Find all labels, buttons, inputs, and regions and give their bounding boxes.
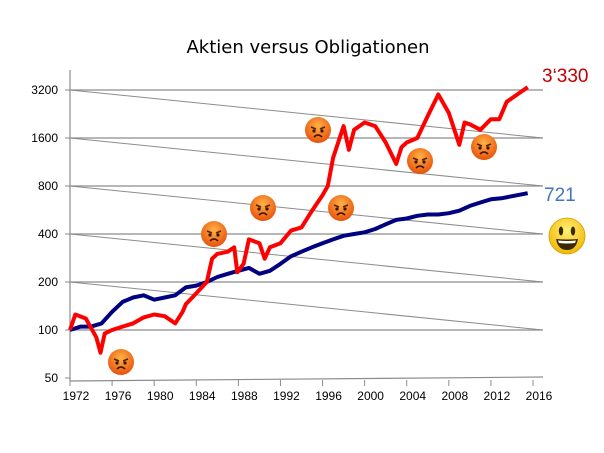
angry-face-icon bbox=[250, 195, 276, 221]
x-tick-label: 1976 bbox=[105, 389, 132, 403]
angry-face-icon bbox=[328, 195, 354, 221]
y-tick-label: 100 bbox=[38, 323, 58, 337]
x-tick-label: 2004 bbox=[399, 389, 426, 403]
x-tick-label: 1988 bbox=[231, 389, 258, 403]
smiley-face-icon bbox=[548, 217, 586, 255]
y-tick-label: 400 bbox=[38, 227, 58, 241]
y-tick-label: 800 bbox=[38, 179, 58, 193]
stocks-end-label: 3‘330 bbox=[542, 66, 589, 87]
x-tick-label: 2016 bbox=[526, 389, 553, 403]
bonds-end-label: 721 bbox=[544, 185, 576, 206]
angry-face-icon bbox=[407, 148, 433, 174]
x-tick-label: 1972 bbox=[63, 389, 90, 403]
y-tick-label: 50 bbox=[45, 371, 59, 385]
bonds-line bbox=[69, 191, 529, 332]
y-tick-label: 200 bbox=[38, 275, 58, 289]
emoji-annotations bbox=[108, 117, 586, 375]
diagonal-line bbox=[69, 185, 544, 235]
x-axis bbox=[69, 376, 544, 382]
series bbox=[68, 85, 529, 355]
chart-title: Aktien versus Obligationen bbox=[186, 37, 429, 58]
x-tick-label: 1980 bbox=[147, 389, 174, 403]
angry-face-icon bbox=[201, 221, 227, 247]
axes: 50 100 200 400 800 1600 3200 1972 1976 1980 1984 19… bbox=[31, 70, 553, 403]
x-tick-label: 2012 bbox=[484, 389, 511, 403]
x-tick-label: 2000 bbox=[357, 389, 384, 403]
diagonal-line bbox=[69, 233, 544, 283]
y-tick-label: 3200 bbox=[31, 83, 58, 97]
gridlines bbox=[69, 89, 544, 331]
x-tick-label: 2008 bbox=[441, 389, 468, 403]
x-tick-label: 1992 bbox=[273, 389, 300, 403]
angry-face-icon bbox=[108, 349, 134, 375]
angry-face-icon bbox=[471, 134, 497, 160]
stocks-line bbox=[68, 85, 529, 355]
y-tick-label: 1600 bbox=[31, 131, 58, 145]
diagonal-line bbox=[69, 281, 544, 331]
diagonal-line bbox=[69, 137, 544, 187]
x-tick-label: 1984 bbox=[189, 389, 216, 403]
angry-face-icon bbox=[305, 117, 331, 143]
x-tick-label: 1996 bbox=[315, 389, 342, 403]
